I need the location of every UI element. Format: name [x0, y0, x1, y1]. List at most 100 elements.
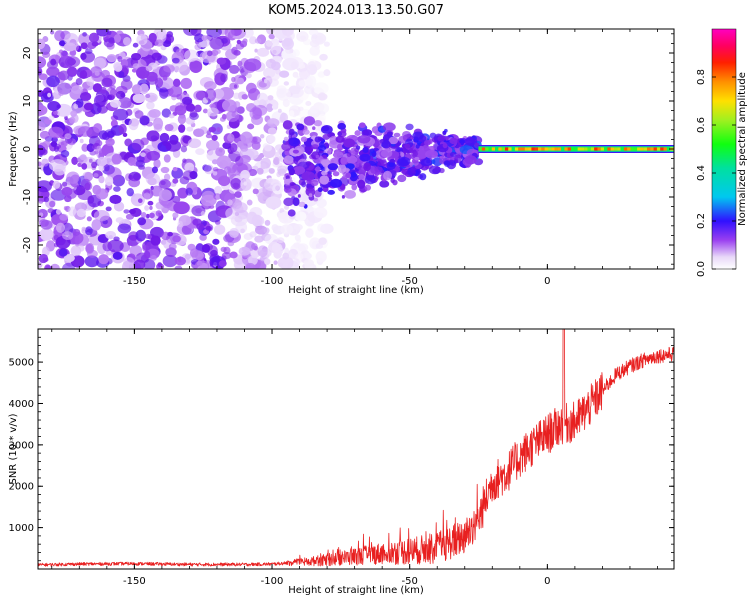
spectrogram-noise-blob	[174, 256, 186, 266]
spectrogram-noise-blob	[158, 189, 172, 202]
spectrogram-noise-blob	[306, 64, 318, 76]
spectrogram-noise-blob	[264, 144, 272, 152]
spectrogram-noise-blob	[202, 108, 209, 114]
spectrogram-noise-blob	[150, 226, 164, 239]
spectrogram-noise-blob	[94, 70, 100, 76]
spectrogram-noise-blob	[229, 251, 238, 259]
spectrogram-noise-blob	[212, 170, 218, 176]
spectrogram-noise-blob	[163, 173, 171, 181]
spectrogram-band-blob	[303, 116, 315, 126]
spectrogram-noise-blob	[290, 61, 299, 70]
spectrogram-noise-blob	[224, 29, 235, 39]
spectrogram-noise-blob	[266, 103, 274, 113]
spectrogram-noise-blob	[171, 57, 180, 64]
spectrogram-x-ticks: -150 -100 -50 0	[51, 29, 658, 287]
spectrogram-noise-blob	[109, 88, 117, 97]
spectrogram-band-blob	[311, 144, 319, 150]
spectrogram-noise-blob	[281, 29, 294, 37]
spectrogram-x-tick-label: -150	[123, 276, 146, 287]
carrier-segment	[557, 147, 562, 151]
spectrogram-noise-blob	[254, 225, 268, 235]
carrier-segment	[640, 147, 644, 151]
carrier-segment	[600, 147, 605, 151]
spectrogram-noise-blob	[316, 198, 327, 208]
spectrogram-noise-blob	[61, 186, 73, 197]
spectrogram-noise-blob	[303, 259, 314, 267]
spectrogram-band-blob	[337, 163, 347, 174]
spectrogram-noise-blob	[227, 133, 235, 142]
spectrogram-band-blob	[464, 155, 477, 165]
spectrogram-noise-blob	[206, 29, 222, 38]
spectrogram-noise-blob	[214, 185, 223, 195]
spectrogram-band-blob	[350, 171, 357, 178]
spectrogram-noise-blob	[217, 175, 231, 187]
spectrogram-noise-blob	[133, 259, 146, 269]
carrier-segment	[508, 147, 512, 151]
spectrogram-noise-blob	[140, 152, 146, 157]
spectrogram-noise-blob	[227, 199, 233, 206]
carrier-segment	[488, 147, 492, 151]
spectrogram-band-blob	[287, 209, 296, 217]
spectrogram-noise-blob	[58, 55, 74, 69]
spectrogram-noise-blob	[284, 247, 289, 253]
spectrogram-band-blob	[283, 155, 294, 164]
spectrogram-y-tick-label: -20	[22, 237, 33, 253]
spectrogram-noise-blob	[304, 252, 312, 260]
spectrogram-x-tick-label: -50	[402, 276, 418, 287]
spectrogram-noise-blob	[128, 118, 139, 131]
spectrogram-noise-blob	[318, 237, 327, 245]
spectrogram-noise-blob	[104, 176, 114, 186]
spectrogram-noise-blob	[265, 196, 282, 210]
colorbar-gradient	[712, 29, 736, 269]
spectrogram-noise-blob	[69, 231, 84, 245]
colorbar-tick-label: 0.4	[696, 165, 707, 181]
spectrogram-noise-blob	[81, 163, 88, 170]
spectrogram-band-blob	[293, 166, 306, 175]
spectrogram-noise-blob	[71, 247, 81, 254]
spectrogram-noise-blob	[63, 254, 75, 263]
spectrogram-noise-blob	[318, 103, 330, 114]
spectrogram-noise-blob	[277, 247, 284, 254]
spectrogram-noise-blob	[239, 155, 251, 164]
spectrogram-noise-blob	[173, 201, 190, 215]
spectrogram-band-blob	[321, 170, 327, 176]
spectrogram-band-blob	[383, 170, 392, 181]
colorbar-tick-label: 0.8	[696, 69, 707, 85]
spectrogram-noise-blob	[137, 198, 143, 204]
spectrogram-band-blob	[300, 136, 308, 143]
spectrogram-noise-blob	[136, 155, 145, 163]
spectrogram-noise-blob	[229, 82, 239, 90]
spectrogram-noise-blob	[172, 166, 178, 172]
spectrogram-band-blob	[357, 134, 371, 144]
spectrogram-noise-blob	[78, 33, 91, 46]
spectrogram-noise-blob	[233, 92, 241, 100]
spectrogram-y-tick-label: 10	[22, 95, 33, 108]
spectrogram-noise-blob	[58, 248, 68, 257]
spectrogram-noise-blob	[85, 48, 93, 55]
colorbar-tick-label: 0.0	[696, 261, 707, 277]
spectrogram-band-blob	[400, 152, 405, 157]
spectrogram-noise-blob	[229, 143, 238, 153]
carrier-segment	[504, 147, 509, 151]
carrier-segment	[663, 147, 667, 151]
spectrogram-noise-blob	[150, 255, 157, 261]
spectrogram-noise-blob	[98, 175, 105, 184]
spectrogram-noise-blob	[50, 263, 60, 269]
spectrogram-noise-blob	[38, 219, 49, 227]
spectrogram-heatmap	[38, 29, 674, 269]
spectrogram-noise-blob	[288, 86, 304, 98]
spectrogram-noise-blob	[145, 213, 150, 219]
spectrogram-noise-blob	[174, 105, 187, 116]
spectrogram-noise-blob	[209, 36, 225, 50]
spectrogram-band-blob	[337, 122, 346, 130]
carrier-segment	[524, 147, 529, 151]
spectrogram-band-blob	[322, 133, 331, 140]
spectrogram-noise-blob	[86, 216, 92, 222]
spectrogram-noise-blob	[126, 187, 134, 197]
spectrogram-band-blob	[359, 153, 371, 162]
spectrogram-noise-blob	[266, 134, 276, 144]
spectrogram-band-blob	[283, 136, 289, 142]
spectrogram-noise-blob	[157, 29, 167, 40]
spectrogram-noise-blob	[184, 253, 192, 260]
